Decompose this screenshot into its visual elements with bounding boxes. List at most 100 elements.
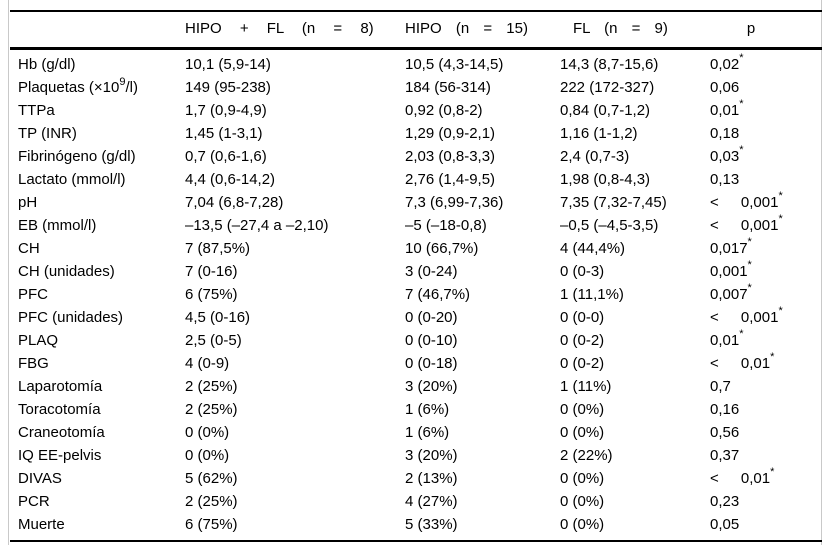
p-value-text: 0,05 bbox=[710, 516, 740, 533]
significance-asterisk: * bbox=[747, 259, 752, 271]
p-value-text: < 0,001 bbox=[710, 309, 779, 326]
p-value-text: 0,06 bbox=[710, 79, 740, 96]
significance-asterisk: * bbox=[739, 98, 744, 110]
column-header-group2: HIPO (n = 15) bbox=[405, 10, 560, 50]
row-label: Hb (g/dl) bbox=[10, 49, 185, 77]
value-cell-group1: 10,1 (5,9-14) bbox=[185, 56, 271, 73]
table-row: Craneotomía 0 (0%) 1 (6%) 0 (0%) 0,56 bbox=[10, 422, 822, 445]
p-value-cell: 0,01* bbox=[710, 98, 822, 123]
column-header-group1: HIPO + FL (n = 8) bbox=[185, 10, 405, 50]
value-cell-group2: 3 (20%) bbox=[405, 447, 458, 464]
row-label-text: TTPa bbox=[18, 102, 55, 119]
p-value-text: 0,01 bbox=[710, 102, 740, 119]
p-value-cell: 0,02* bbox=[710, 49, 822, 77]
significance-asterisk: * bbox=[739, 328, 744, 340]
table-row: EB (mmol/l) –13,5 (–27,4 a –2,10) –5 (–1… bbox=[10, 213, 822, 238]
table-row: Hb (g/dl) 10,1 (5,9-14) 10,5 (4,3-14,5) … bbox=[10, 49, 822, 77]
row-label-superscript: 9 bbox=[119, 76, 126, 88]
value-cell-group3: 0 (0%) bbox=[560, 424, 605, 441]
p-value-text: 0,13 bbox=[710, 171, 740, 188]
value-cell-group2: 7,3 (6,99-7,36) bbox=[405, 194, 504, 211]
row-label-text: Fibrinógeno (g/dl) bbox=[18, 148, 136, 165]
value-cell-group2: –5 (–18-0,8) bbox=[405, 217, 487, 234]
p-value-text: 0,18 bbox=[710, 125, 740, 142]
value-cell-group2: 1 (6%) bbox=[405, 401, 450, 418]
row-label-text: FBG bbox=[18, 355, 49, 372]
table-row: TP (INR) 1,45 (1-3,1) 1,29 (0,9-2,1) 1,1… bbox=[10, 123, 822, 146]
value-cell-group3: 0 (0%) bbox=[560, 401, 605, 418]
p-value-cell: 0,37 bbox=[710, 445, 822, 468]
table-body: Hb (g/dl) 10,1 (5,9-14) 10,5 (4,3-14,5) … bbox=[10, 49, 822, 542]
row-label: CH (unidades) bbox=[10, 261, 185, 284]
row-label: TP (INR) bbox=[10, 123, 185, 146]
value-cell-group1: 1,7 (0,9-4,9) bbox=[185, 102, 267, 119]
value-cell-group2: 0 (0-20) bbox=[405, 309, 458, 326]
p-value-text: 0,02 bbox=[710, 56, 740, 73]
p-value-cell: 0,017* bbox=[710, 236, 822, 261]
p-value-cell: 0,001* bbox=[710, 259, 822, 284]
value-cell-group2: 3 (0-24) bbox=[405, 263, 458, 280]
value-cell-group1: 2 (25%) bbox=[185, 401, 238, 418]
p-value-cell: 0,06 bbox=[710, 77, 822, 100]
row-label: Toracotomía bbox=[10, 399, 185, 422]
value-cell-group1: 2 (25%) bbox=[185, 493, 238, 510]
row-label-text: DIVAS bbox=[18, 470, 62, 487]
value-cell-group2: 0,92 (0,8-2) bbox=[405, 102, 483, 119]
significance-asterisk: * bbox=[778, 190, 783, 202]
value-cell-group3: 222 (172-327) bbox=[560, 79, 655, 96]
value-cell-group3: 0 (0-2) bbox=[560, 332, 605, 349]
value-cell-group3: 2,4 (0,7-3) bbox=[560, 148, 630, 165]
value-cell-group3: 14,3 (8,7-15,6) bbox=[560, 56, 659, 73]
p-value-text: 0,23 bbox=[710, 493, 740, 510]
significance-asterisk: * bbox=[770, 351, 775, 363]
row-label-text: Muerte bbox=[18, 516, 65, 533]
row-label-text: Hb (g/dl) bbox=[18, 56, 76, 73]
row-label: pH bbox=[10, 192, 185, 215]
table-row: Muerte 6 (75%) 5 (33%) 0 (0%) 0,05 bbox=[10, 513, 822, 542]
value-cell-group3: 1,16 (1-1,2) bbox=[560, 125, 638, 142]
row-label: Lactato (mmol/l) bbox=[10, 169, 185, 192]
value-cell-group3: 0,84 (0,7-1,2) bbox=[560, 102, 651, 119]
value-cell-group2: 2 (13%) bbox=[405, 470, 458, 487]
results-table: HIPO + FL (n = 8) HIPO (n = 15) FL (n = … bbox=[10, 10, 822, 542]
value-cell-group3: 0 (0-0) bbox=[560, 309, 605, 326]
value-cell-group1: 0 (0%) bbox=[185, 424, 230, 441]
value-cell-group2: 2,03 (0,8-3,3) bbox=[405, 148, 496, 165]
table-row: CH 7 (87,5%) 10 (66,7%) 4 (44,4%) 0,017* bbox=[10, 236, 822, 261]
table-row: FBG 4 (0-9) 0 (0-18) 0 (0-2) < 0,01* bbox=[10, 351, 822, 376]
value-cell-group2: 0 (0-18) bbox=[405, 355, 458, 372]
p-value-cell: 0,13 bbox=[710, 169, 822, 192]
row-label-text-post: /l) bbox=[125, 79, 138, 96]
row-label: PFC (unidades) bbox=[10, 307, 185, 330]
value-cell-group1: 0 (0%) bbox=[185, 447, 230, 464]
table-row: Fibrinógeno (g/dl) 0,7 (0,6-1,6) 2,03 (0… bbox=[10, 144, 822, 169]
value-cell-group3: 0 (0-3) bbox=[560, 263, 605, 280]
significance-asterisk: * bbox=[739, 144, 744, 156]
value-cell-group2: 4 (27%) bbox=[405, 493, 458, 510]
p-value-cell: < 0,001* bbox=[710, 306, 822, 330]
p-value-text: < 0,01 bbox=[710, 470, 771, 487]
value-cell-group2: 0 (0-10) bbox=[405, 332, 458, 349]
value-cell-group3: 0 (0-2) bbox=[560, 355, 605, 372]
row-label-text: CH bbox=[18, 240, 40, 257]
significance-asterisk: * bbox=[747, 236, 752, 248]
table-row: TTPa 1,7 (0,9-4,9) 0,92 (0,8-2) 0,84 (0,… bbox=[10, 98, 822, 123]
value-cell-group1: 1,45 (1-3,1) bbox=[185, 125, 263, 142]
row-label-text: PLAQ bbox=[18, 332, 59, 349]
figure-frame: HIPO + FL (n = 8) HIPO (n = 15) FL (n = … bbox=[8, 0, 822, 545]
table-row: pH 7,04 (6,8-7,28) 7,3 (6,99-7,36) 7,35 … bbox=[10, 190, 822, 215]
value-cell-group3: 0 (0%) bbox=[560, 513, 710, 542]
significance-asterisk: * bbox=[747, 282, 752, 294]
row-label-text: pH bbox=[18, 194, 38, 211]
row-label-text: IQ EE-pelvis bbox=[18, 447, 102, 464]
p-value-text: 0,16 bbox=[710, 401, 740, 418]
value-cell-group3: 7,35 (7,32-7,45) bbox=[560, 194, 667, 211]
value-cell-group2: 184 (56-314) bbox=[405, 79, 491, 96]
p-value-cell: < 0,001* bbox=[710, 213, 822, 238]
row-label-text: PFC (unidades) bbox=[18, 309, 124, 326]
value-cell-group1: 6 (75%) bbox=[185, 513, 405, 542]
row-label-text: Craneotomía bbox=[18, 424, 105, 441]
value-cell-group3: 0 (0%) bbox=[560, 493, 605, 510]
significance-asterisk: * bbox=[778, 213, 783, 225]
value-cell-group1: 2 (25%) bbox=[185, 378, 238, 395]
